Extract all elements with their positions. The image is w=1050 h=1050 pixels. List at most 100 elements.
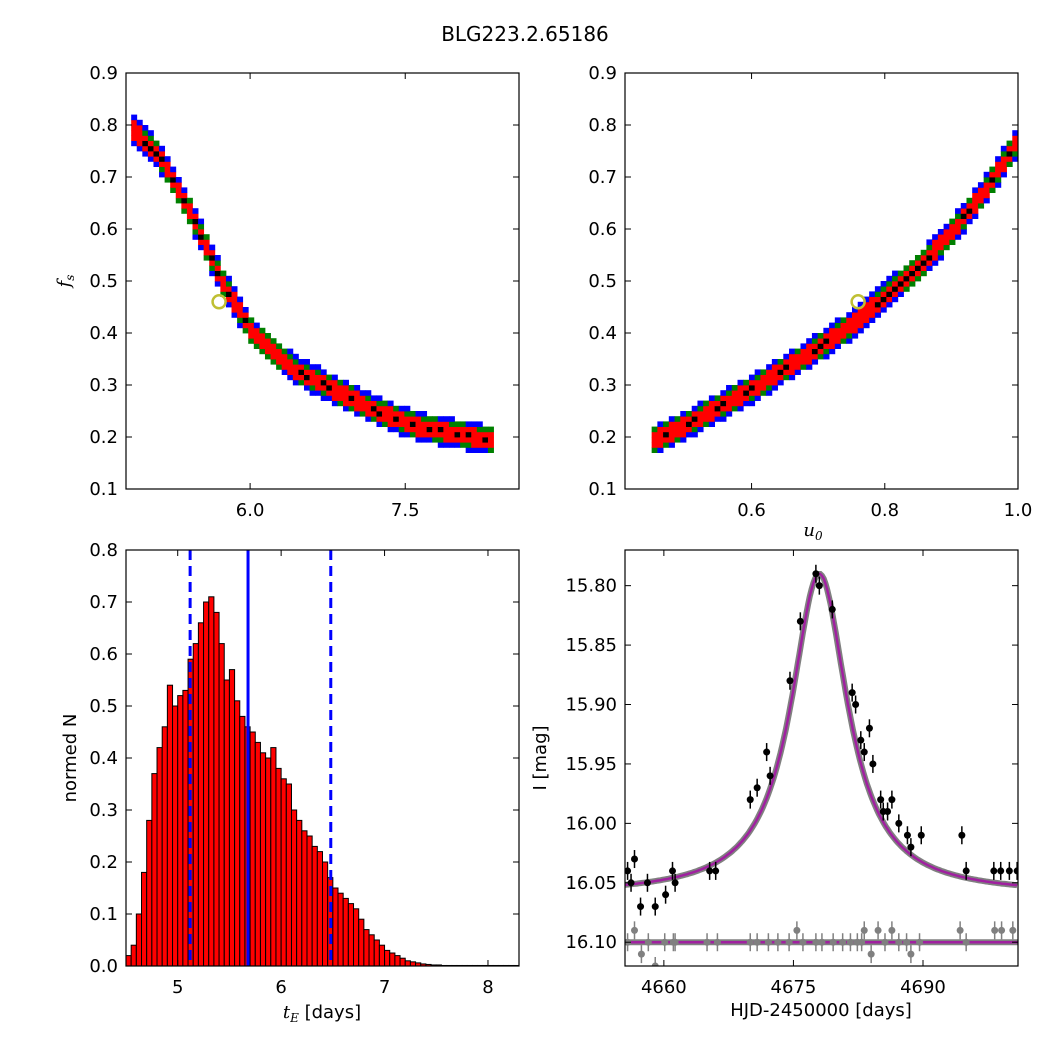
density-cell-red	[448, 431, 455, 438]
density-cell-blue	[846, 312, 853, 318]
density-cell-red	[259, 338, 266, 344]
density-cell-black	[225, 291, 232, 297]
density-cell-green	[326, 374, 333, 381]
density-cell-red	[840, 327, 847, 334]
density-cell-red	[766, 379, 773, 386]
density-cell-red	[783, 369, 790, 375]
density-cell-red	[1000, 156, 1007, 162]
density-cell-blue	[242, 307, 249, 313]
histogram-bar	[384, 949, 391, 967]
density-cell-red	[943, 234, 950, 240]
density-cell-red	[972, 208, 979, 214]
density-cell-red	[192, 213, 199, 219]
density-cell-red	[387, 421, 394, 427]
density-cell-red	[186, 213, 193, 219]
density-cell-blue	[789, 348, 796, 355]
histogram-bar	[337, 892, 344, 967]
density-cell-black	[393, 416, 400, 422]
histogram-bar	[208, 596, 215, 967]
density-cell-green	[651, 447, 658, 453]
density-cell-green	[714, 395, 721, 401]
histogram-bar	[203, 601, 210, 967]
density-cell-red	[454, 437, 461, 443]
density-cell-blue	[136, 145, 143, 152]
density-cell-green	[482, 426, 489, 433]
x-tick-label: 1.0	[1004, 500, 1033, 521]
density-cell-blue	[225, 275, 232, 282]
density-cell-green	[674, 437, 681, 443]
histogram-bar	[228, 669, 236, 967]
density-cell-red	[331, 379, 338, 386]
residual-point	[818, 938, 826, 946]
density-cell-red	[823, 343, 830, 349]
density-cell-red	[737, 400, 744, 407]
y-tick-label: 15.90	[565, 695, 617, 716]
density-cell-blue	[657, 447, 664, 453]
density-cell-red	[409, 416, 416, 422]
data-point	[895, 819, 903, 827]
density-cell-blue	[680, 437, 687, 443]
density-cell-red	[743, 385, 750, 391]
density-cell-green	[955, 213, 962, 219]
density-cell-black	[685, 421, 693, 427]
density-cell-red	[437, 431, 444, 438]
density-cell-blue	[892, 270, 899, 277]
density-cell-green	[225, 281, 232, 287]
density-cell-blue	[960, 229, 967, 235]
density-cell-black	[663, 431, 670, 438]
density-cell-red	[415, 431, 422, 438]
density-cell-red	[175, 187, 182, 193]
density-cell-blue	[697, 426, 704, 433]
density-cell-blue	[983, 171, 990, 178]
panel-tE-fs: 6.0 7.5 0.1 0.2 0.3 0.4 0.5 0.6 0.7 0.8 0.9 fs	[54, 63, 520, 521]
density-cell-blue	[806, 338, 813, 344]
density-cell-black	[170, 177, 177, 183]
density-cell-red	[259, 333, 266, 339]
density-cell-red	[147, 140, 154, 147]
data-point	[877, 796, 885, 804]
density-cell-black	[743, 390, 750, 396]
density-cell-green	[376, 400, 383, 407]
histogram-bar	[311, 845, 318, 967]
y-tick-label: 0.9	[89, 63, 118, 84]
density-cell-blue	[159, 145, 166, 152]
density-cell-black	[181, 197, 188, 204]
density-cell-red	[281, 353, 288, 360]
density-cell-blue	[926, 265, 933, 271]
data-point	[753, 784, 761, 792]
density-cell-blue	[315, 364, 322, 370]
density-cell-green	[703, 400, 710, 407]
density-cell-red	[989, 182, 996, 188]
density-cell-green	[783, 374, 790, 381]
density-cell-blue	[869, 317, 876, 323]
density-cell-blue	[398, 405, 405, 412]
density-cell-blue	[748, 374, 756, 381]
density-cell-green	[960, 223, 967, 230]
histogram-bar	[409, 961, 417, 967]
density-cell-red	[270, 343, 277, 349]
residual-point	[764, 938, 772, 946]
density-cell-red	[703, 405, 710, 412]
density-cell-green	[691, 426, 698, 433]
density-cell-black	[1006, 151, 1013, 157]
density-cell-blue	[465, 421, 472, 427]
density-cell-red	[817, 338, 824, 344]
density-cell-green	[159, 166, 166, 173]
density-cell-green	[903, 265, 910, 271]
density-cell-green	[811, 338, 819, 344]
density-cell-green	[840, 317, 847, 323]
density-cell-blue	[231, 286, 238, 292]
histogram-bar	[156, 747, 163, 967]
density-cell-blue	[806, 364, 813, 370]
density-cell-blue	[823, 327, 830, 334]
density-cell-black	[376, 411, 383, 417]
histogram-bar	[259, 752, 267, 967]
density-cell-red	[264, 343, 271, 349]
density-cell-red	[823, 333, 830, 339]
histogram-bar	[322, 861, 329, 967]
density-cell-red	[857, 317, 864, 323]
density-cell-blue	[164, 156, 171, 162]
density-cell-red	[437, 421, 444, 427]
residual-point	[671, 938, 679, 946]
density-cell-blue	[387, 426, 394, 433]
